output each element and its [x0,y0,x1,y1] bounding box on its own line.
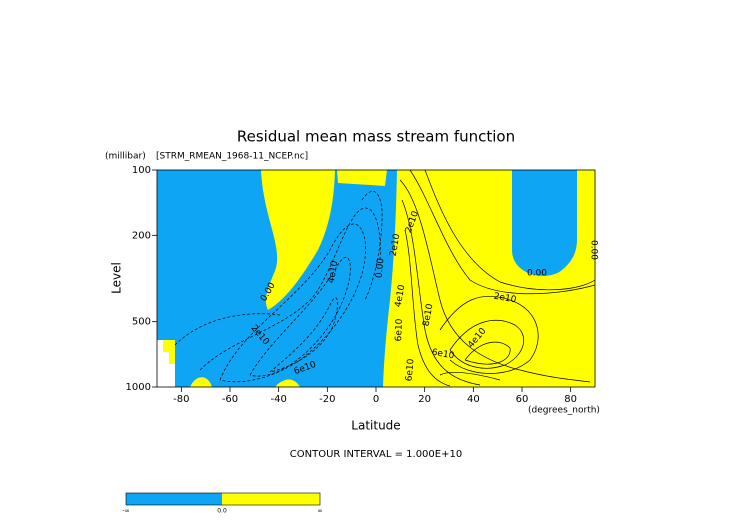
y-axis-label: Level [110,262,124,294]
y-tick-label: 500 [132,317,151,328]
colorbar-frame [125,492,321,506]
missing-region [157,340,175,387]
x-axis-label: Latitude [351,419,400,433]
positive-contour [409,169,596,295]
x-tick-label: -60 [222,394,238,405]
contour-label: 4e10 [327,260,341,284]
contour-label: 8e10 [422,303,436,327]
x-tick-label: -40 [270,394,286,405]
positive-contour [464,341,511,365]
contour-label: 2e10 [389,233,403,257]
contour-label: 6e10 [405,358,417,382]
positive-contour [399,179,591,383]
contour-label: 0.00 [589,240,599,260]
negative-contour [269,297,338,373]
negative-contour [199,207,381,371]
x-tick-label: 80 [564,394,577,405]
footer: CONTOUR INTERVAL = 1.000E+10 [290,449,462,460]
contour-label: 6e10 [431,348,455,362]
subtitle: [STRM_RMEAN_1968-11_NCEP.nc] [156,152,308,162]
negative-contour [174,313,281,346]
x-tick-label: 40 [467,394,480,405]
y-tick-label: 200 [132,230,151,241]
contour-label: 0.00 [375,257,387,278]
negative-region [512,170,577,276]
negative-contour [219,223,366,383]
x-tick-label: 20 [418,394,431,405]
contour-label: 0.00 [527,269,547,279]
negative-region [157,170,397,387]
positive-contour [439,371,501,381]
colorbar-label: 0.0 [217,508,227,515]
negative-contour [361,190,383,301]
x-units: (degrees_north) [528,406,600,416]
contour-label: 4e10 [394,284,408,308]
x-tick-label: 60 [516,394,529,405]
negative-contour [249,257,351,377]
positive-contour [424,169,596,291]
contour-label: 6e10 [394,318,405,341]
x-tick-label: 0 [373,394,379,405]
chart-title: Residual mean mass stream function [237,128,515,146]
contour-label: 2e10 [493,292,517,306]
y-tick-label: 1000 [126,382,151,393]
positive-contour [439,296,539,374]
x-tick-label: -20 [319,394,335,405]
colorbar-label: -∞ [122,508,129,515]
y-tick-label: 100 [132,165,151,176]
positive-contour [401,199,481,386]
contour-field: 0.002e106e104e102e100.006e102e104e108e10… [157,169,599,387]
colorbar-negative [126,493,222,505]
x-tick-label: -80 [173,394,189,405]
colorbar-label: ∞ [318,508,323,515]
y-units: (millibar) [105,152,146,162]
positive-contour [449,319,525,369]
colorbar-positive [222,493,320,505]
positive-contour [404,229,451,387]
